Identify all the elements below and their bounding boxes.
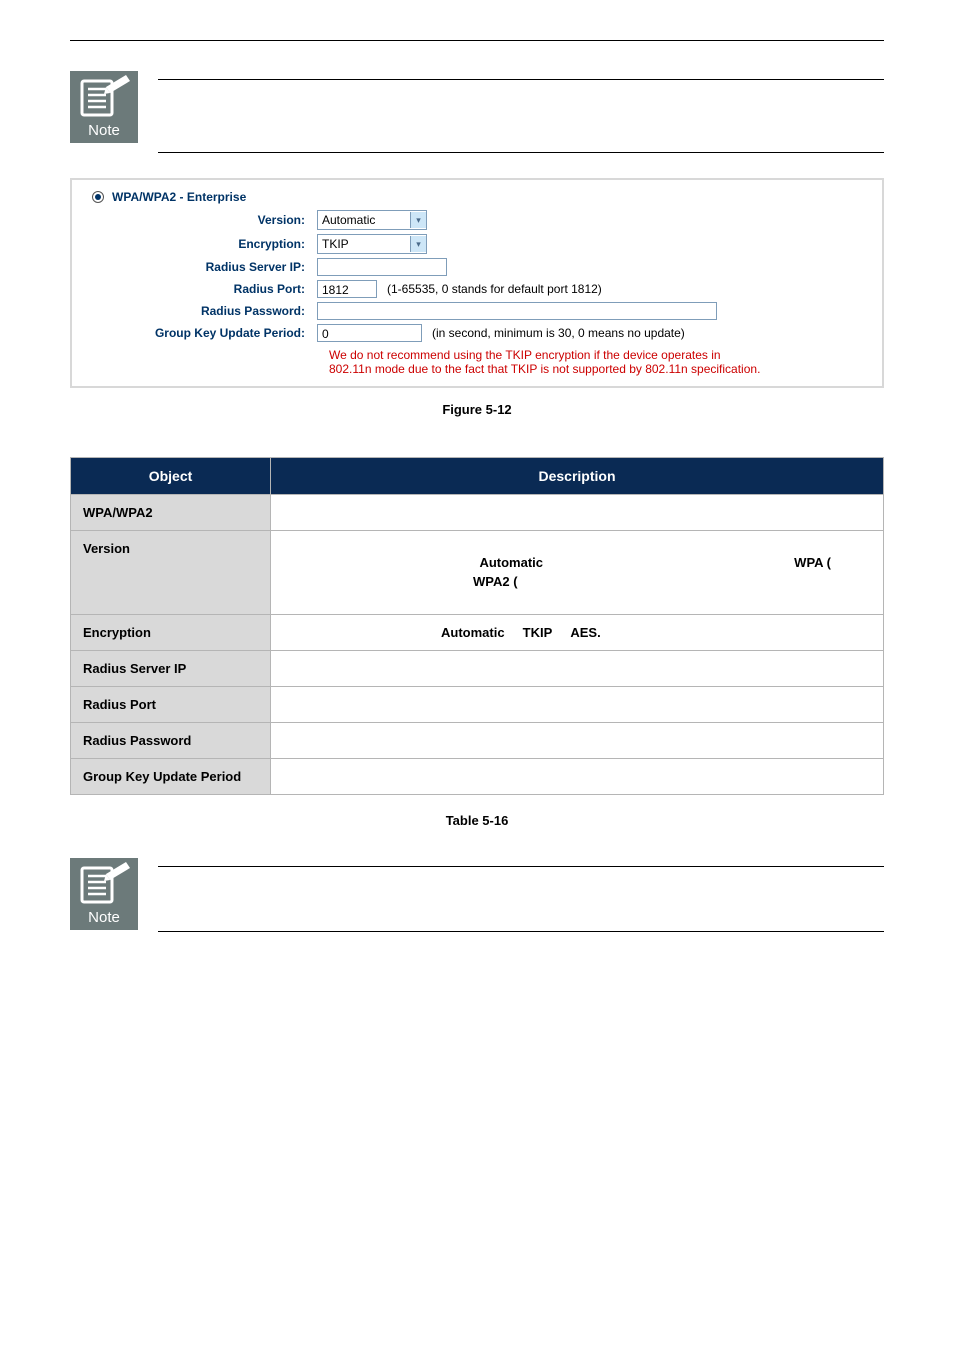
chevron-down-icon: ▾ <box>410 212 426 228</box>
obj-encryption: Encryption <box>71 615 271 651</box>
table-row: Encryption Automatic TKIP AES. <box>71 615 884 651</box>
table-row: Group Key Update Period <box>71 759 884 795</box>
warning-line2: 802.11n mode due to the fact that TKIP i… <box>329 362 760 376</box>
note-block-bottom: Note <box>70 858 884 933</box>
input-radius-pw[interactable] <box>317 302 717 320</box>
obj-version: Version <box>71 531 271 615</box>
row-group-key: Group Key Update Period: 0 (in second, m… <box>92 324 862 342</box>
obj-radius-ip: Radius Server IP <box>71 651 271 687</box>
table-row: Radius Server IP <box>71 651 884 687</box>
desc-radius-ip <box>271 651 884 687</box>
bold-enc-tkip: TKIP <box>523 625 553 640</box>
row-radius-ip: Radius Server IP: <box>92 258 862 276</box>
label-radius-port: Radius Port: <box>92 282 317 296</box>
label-version: Version: <box>92 213 317 227</box>
row-radius-pw: Radius Password: <box>92 302 862 320</box>
input-radius-port[interactable]: 1812 <box>317 280 377 298</box>
svg-text:Note: Note <box>88 909 120 926</box>
select-version[interactable]: Automatic ▾ <box>317 210 427 230</box>
note-icon: Note <box>70 71 138 146</box>
row-radius-port: Radius Port: 1812 (1-65535, 0 stands for… <box>92 280 862 298</box>
input-group-key[interactable]: 0 <box>317 324 422 342</box>
bold-enc-aes: AES. <box>570 625 600 640</box>
svg-text:Note: Note <box>88 122 120 139</box>
table-row: Radius Port <box>71 687 884 723</box>
th-description: Description <box>271 458 884 495</box>
note-body <box>158 71 884 153</box>
table-row: WPA/WPA2 <box>71 495 884 531</box>
table-row: Radius Password <box>71 723 884 759</box>
label-group-key: Group Key Update Period: <box>92 326 317 340</box>
select-encryption-value: TKIP <box>322 237 349 251</box>
label-radius-pw: Radius Password: <box>92 304 317 318</box>
row-encryption: Encryption: TKIP ▾ <box>92 234 862 254</box>
obj-radius-port: Radius Port <box>71 687 271 723</box>
bold-wpa2: WPA2 ( <box>473 574 518 589</box>
figure-caption: Figure 5-12 <box>70 402 884 417</box>
label-radius-ip: Radius Server IP: <box>92 260 317 274</box>
radio-selected-icon[interactable] <box>92 191 104 203</box>
table-caption: Table 5-16 <box>70 813 884 828</box>
bold-automatic: Automatic <box>479 555 543 570</box>
note-block-top: Note <box>70 71 884 153</box>
panel-warning: We do not recommend using the TKIP encry… <box>329 348 862 376</box>
select-version-value: Automatic <box>322 213 375 227</box>
table-header-row: Object Description <box>71 458 884 495</box>
bold-enc-auto: Automatic <box>441 625 505 640</box>
description-table: Object Description WPA/WPA2 Version Auto… <box>70 457 884 795</box>
input-radius-ip[interactable] <box>317 258 447 276</box>
note-rule-top <box>158 866 884 867</box>
panel-title: WPA/WPA2 - Enterprise <box>112 190 246 204</box>
obj-wpa: WPA/WPA2 <box>71 495 271 531</box>
desc-radius-port <box>271 687 884 723</box>
note-rule-top <box>158 79 884 80</box>
row-version: Version: Automatic ▾ <box>92 210 862 230</box>
panel-title-row: WPA/WPA2 - Enterprise <box>92 190 862 204</box>
desc-radius-pw <box>271 723 884 759</box>
hint-group-key: (in second, minimum is 30, 0 means no up… <box>432 326 685 340</box>
obj-group-key: Group Key Update Period <box>71 759 271 795</box>
table-row: Version Automatic WPA ( WPA2 ( <box>71 531 884 615</box>
page-top-rule <box>70 40 884 41</box>
select-encryption[interactable]: TKIP ▾ <box>317 234 427 254</box>
warning-line1: We do not recommend using the TKIP encry… <box>329 348 721 362</box>
note-icon: Note <box>70 858 138 933</box>
hint-radius-port: (1-65535, 0 stands for default port 1812… <box>387 282 602 296</box>
desc-group-key <box>271 759 884 795</box>
note-rule-bottom <box>158 152 884 153</box>
desc-version: Automatic WPA ( WPA2 ( <box>271 531 884 615</box>
bold-wpa: WPA ( <box>794 555 831 570</box>
th-object: Object <box>71 458 271 495</box>
desc-encryption: Automatic TKIP AES. <box>271 615 884 651</box>
obj-radius-pw: Radius Password <box>71 723 271 759</box>
chevron-down-icon: ▾ <box>410 236 426 252</box>
note-rule-bottom <box>158 931 884 932</box>
desc-wpa <box>271 495 884 531</box>
wpa-enterprise-panel: WPA/WPA2 - Enterprise Version: Automatic… <box>70 178 884 388</box>
label-encryption: Encryption: <box>92 237 317 251</box>
note-body <box>158 858 884 932</box>
